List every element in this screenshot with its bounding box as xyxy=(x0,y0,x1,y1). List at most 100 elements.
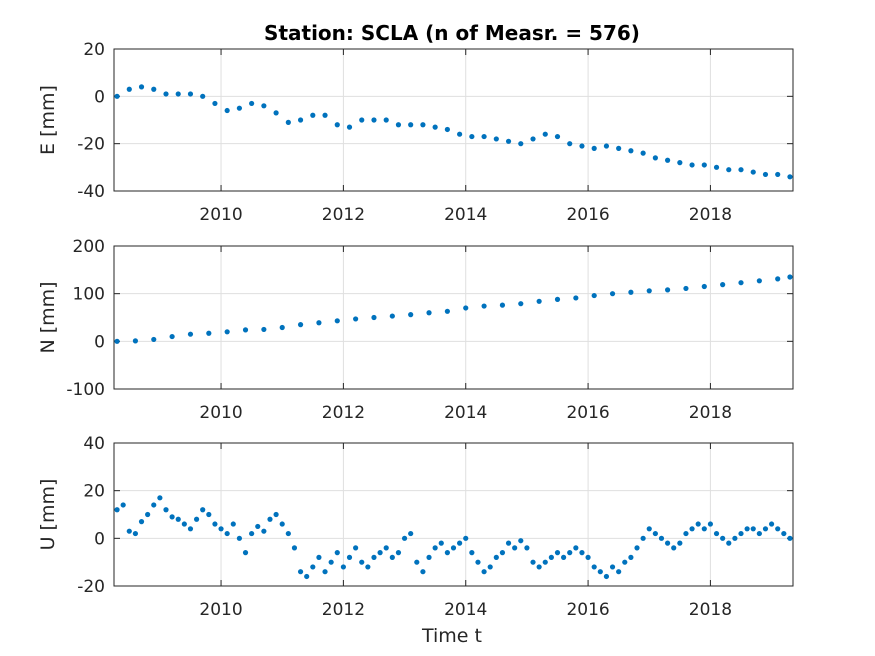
data-point xyxy=(518,538,524,544)
data-point xyxy=(469,550,475,556)
data-point xyxy=(371,554,377,561)
x-tick-label: 2016 xyxy=(566,205,609,225)
x-tick-label: 2010 xyxy=(199,205,242,225)
data-point xyxy=(169,514,175,520)
data-point xyxy=(353,545,359,551)
x-tick-label: 2012 xyxy=(322,205,365,225)
data-point xyxy=(701,526,707,532)
data-point xyxy=(334,318,340,324)
data-point xyxy=(426,554,432,561)
data-point xyxy=(744,526,750,532)
data-point xyxy=(787,174,793,180)
data-point xyxy=(616,569,622,575)
data-point xyxy=(457,540,463,546)
data-point xyxy=(609,291,616,297)
data-point xyxy=(340,564,346,570)
data-point xyxy=(768,521,775,527)
data-point xyxy=(389,554,395,561)
plot-area xyxy=(114,49,793,191)
data-point xyxy=(206,511,212,518)
data-point xyxy=(297,322,304,328)
data-point xyxy=(187,331,194,337)
x-tick-label: 2012 xyxy=(322,403,365,423)
data-point xyxy=(261,326,267,333)
data-point xyxy=(732,535,738,541)
data-point xyxy=(212,100,218,107)
data-point xyxy=(414,559,420,565)
data-point xyxy=(163,507,169,513)
data-point xyxy=(365,564,371,570)
data-point xyxy=(316,554,322,561)
data-point xyxy=(554,550,561,556)
data-point xyxy=(408,530,414,537)
data-point xyxy=(444,550,450,556)
data-point xyxy=(689,162,695,168)
data-point xyxy=(677,160,683,166)
data-point xyxy=(573,545,579,551)
data-point xyxy=(236,105,243,111)
y-tick-label: -40 xyxy=(77,182,105,202)
data-point xyxy=(395,550,402,556)
data-point xyxy=(383,545,389,551)
data-point xyxy=(444,308,450,314)
data-point xyxy=(628,554,634,561)
data-point xyxy=(646,526,652,532)
data-point xyxy=(145,511,151,518)
data-point xyxy=(224,107,230,114)
data-point xyxy=(187,526,194,532)
x-tick-label: 2018 xyxy=(689,403,732,423)
x-tick-label: 2018 xyxy=(689,600,732,620)
data-point xyxy=(457,131,463,137)
data-point xyxy=(261,528,267,534)
data-point xyxy=(493,136,499,142)
data-point xyxy=(200,507,206,513)
data-point xyxy=(224,329,230,335)
data-point xyxy=(530,559,536,565)
data-point xyxy=(738,167,744,173)
data-point xyxy=(304,573,310,580)
data-point xyxy=(334,122,340,128)
y-tick-label: -100 xyxy=(66,380,105,400)
data-point xyxy=(310,564,316,570)
data-point xyxy=(542,131,548,137)
data-point xyxy=(512,545,518,551)
data-point xyxy=(787,535,793,541)
axes-box xyxy=(113,245,794,390)
y-tick-label: -20 xyxy=(77,135,105,155)
data-point xyxy=(505,540,512,546)
figure-title: Station: SCLA (n of Measr. = 576) xyxy=(264,21,640,45)
data-point xyxy=(273,110,279,116)
data-point xyxy=(775,276,781,282)
data-point xyxy=(359,117,365,123)
data-point xyxy=(561,554,567,561)
y-tick-label: -20 xyxy=(77,577,105,597)
data-point xyxy=(573,295,579,301)
data-point xyxy=(377,550,383,556)
data-point xyxy=(322,569,328,575)
data-point xyxy=(775,171,781,178)
data-point xyxy=(536,564,542,570)
data-point xyxy=(554,296,561,302)
data-point xyxy=(157,495,163,501)
data-point xyxy=(138,519,145,525)
data-point xyxy=(273,511,279,518)
data-point xyxy=(475,559,481,565)
data-point xyxy=(463,535,469,541)
data-point xyxy=(542,559,548,565)
data-point xyxy=(353,316,359,322)
x-axis-label: Time t xyxy=(421,625,482,647)
data-point xyxy=(664,157,671,163)
data-point xyxy=(652,155,658,161)
data-point xyxy=(310,112,316,118)
subplot-2: 2010 2012 2014 2016 2018 200 100 0 -100 N [mm] xyxy=(37,237,794,423)
data-point xyxy=(781,530,787,537)
data-point xyxy=(548,554,554,561)
y-tick-label: 100 xyxy=(73,285,105,305)
data-point xyxy=(371,117,377,123)
data-point xyxy=(389,313,395,319)
y-axis-label: U [mm] xyxy=(37,479,59,551)
data-point xyxy=(114,93,120,99)
data-point xyxy=(683,285,689,292)
data-point xyxy=(689,526,695,532)
data-point xyxy=(487,564,493,570)
